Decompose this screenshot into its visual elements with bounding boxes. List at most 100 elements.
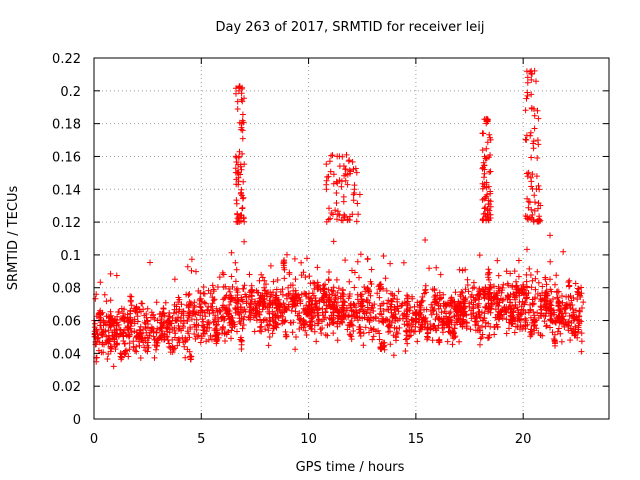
data-point xyxy=(524,89,531,96)
data-point xyxy=(284,295,290,302)
data-point xyxy=(164,333,171,340)
y-tick-label: 0.1 xyxy=(60,249,81,264)
data-point xyxy=(306,319,313,326)
data-point xyxy=(432,316,439,323)
data-point xyxy=(358,303,365,310)
data-point xyxy=(543,323,550,330)
data-point xyxy=(430,307,437,314)
data-point xyxy=(185,312,192,319)
data-point xyxy=(456,266,463,273)
data-point xyxy=(356,330,363,337)
data-point xyxy=(262,326,269,333)
data-point xyxy=(273,286,280,293)
data-point xyxy=(97,279,104,286)
data-point xyxy=(169,343,176,350)
data-point xyxy=(487,134,493,141)
data-point xyxy=(368,266,375,273)
data-point xyxy=(429,337,436,344)
data-point xyxy=(495,314,502,321)
data-point xyxy=(158,313,165,320)
data-point xyxy=(330,238,337,245)
data-point xyxy=(532,294,539,301)
data-point xyxy=(460,311,467,318)
data-point xyxy=(526,265,533,272)
data-point xyxy=(307,295,314,302)
data-point xyxy=(233,154,240,161)
data-point xyxy=(241,161,248,168)
data-point xyxy=(241,95,247,102)
data-point xyxy=(464,276,471,283)
data-point xyxy=(548,312,555,319)
data-point xyxy=(519,286,526,293)
data-point xyxy=(284,251,290,258)
data-point xyxy=(245,294,252,301)
data-point xyxy=(340,198,347,205)
data-point xyxy=(297,298,304,305)
data-point xyxy=(311,328,318,335)
data-point xyxy=(332,207,339,214)
data-point xyxy=(387,341,394,348)
data-point xyxy=(376,294,383,301)
data-point xyxy=(218,314,225,321)
data-point xyxy=(121,340,128,347)
data-point xyxy=(210,288,217,295)
data-point xyxy=(197,304,204,311)
data-point xyxy=(528,183,535,190)
data-point xyxy=(495,296,502,303)
data-point xyxy=(143,329,150,336)
data-point xyxy=(306,273,313,280)
data-point xyxy=(150,333,157,340)
data-point xyxy=(240,285,247,292)
data-point xyxy=(211,318,218,325)
data-point xyxy=(233,176,240,183)
data-point xyxy=(513,323,519,330)
data-point xyxy=(528,331,535,338)
data-point xyxy=(346,291,353,297)
data-point xyxy=(480,164,487,171)
data-point xyxy=(340,298,347,305)
data-point xyxy=(479,180,486,187)
data-point xyxy=(481,174,487,181)
data-point xyxy=(228,273,235,280)
data-point xyxy=(507,270,514,277)
data-point xyxy=(326,303,333,310)
data-point xyxy=(422,286,429,293)
y-tick-label: 0.14 xyxy=(52,183,81,198)
data-point xyxy=(193,316,200,323)
data-point xyxy=(438,309,445,316)
data-point xyxy=(246,271,253,278)
data-point xyxy=(282,328,289,335)
data-point xyxy=(109,329,116,336)
data-point xyxy=(125,353,132,360)
data-point xyxy=(393,334,400,341)
data-point xyxy=(484,139,491,146)
data-point xyxy=(547,301,554,308)
data-point xyxy=(344,216,351,223)
data-point xyxy=(486,285,493,292)
data-point xyxy=(128,302,135,309)
data-point xyxy=(539,283,546,290)
data-point xyxy=(293,294,300,301)
data-point xyxy=(232,278,239,285)
data-point xyxy=(533,78,539,85)
data-point xyxy=(128,329,135,336)
data-point xyxy=(270,325,277,332)
data-point xyxy=(312,295,319,301)
data-point xyxy=(205,306,212,313)
data-point xyxy=(513,282,520,289)
data-point xyxy=(234,210,241,217)
data-point xyxy=(173,318,180,324)
data-point xyxy=(379,300,385,307)
data-point xyxy=(126,340,133,347)
data-point xyxy=(547,232,553,239)
data-point xyxy=(477,314,484,321)
data-point xyxy=(539,332,546,339)
data-point xyxy=(153,346,159,353)
data-point xyxy=(565,279,572,286)
data-point xyxy=(166,340,172,347)
data-point xyxy=(229,283,236,290)
data-point xyxy=(577,308,583,315)
data-point xyxy=(213,305,220,312)
data-point xyxy=(459,267,466,274)
